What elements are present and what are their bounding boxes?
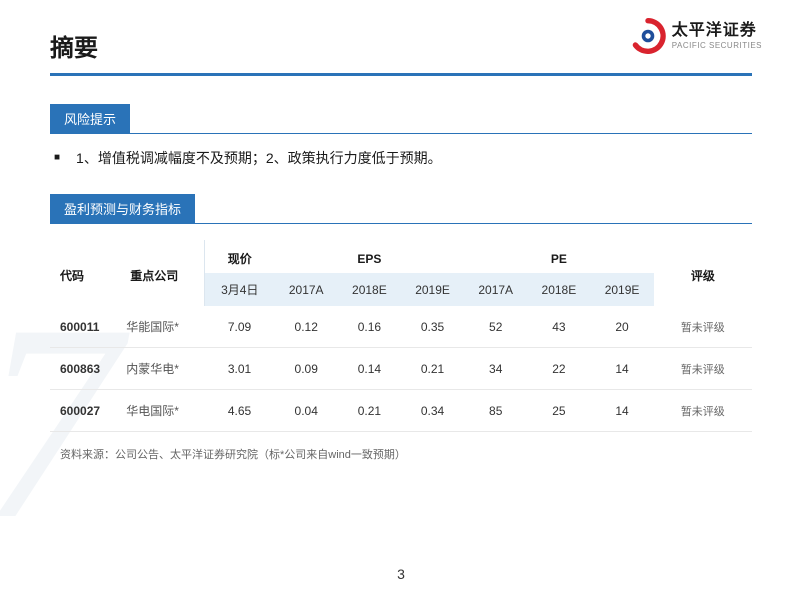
risk-text: 1、增值税调减幅度不及预期；2、政策执行力度低于预期。	[76, 148, 442, 168]
section-tab-risk: 风险提示	[50, 104, 130, 133]
cell-code: 600863	[50, 348, 120, 390]
section-rule-forecast	[50, 223, 752, 224]
cell: 20	[590, 306, 653, 348]
cell: 0.09	[275, 348, 338, 390]
table-body: 600011华能国际*7.090.120.160.35524320暂未评级600…	[50, 306, 752, 432]
cell: 22	[527, 348, 590, 390]
page-number: 3	[0, 566, 802, 582]
th-code: 代码	[50, 240, 120, 306]
cell: 7.09	[204, 306, 274, 348]
cell: 0.12	[275, 306, 338, 348]
cell: 0.14	[338, 348, 401, 390]
cell-code: 600011	[50, 306, 120, 348]
cell: 0.16	[338, 306, 401, 348]
th-price: 现价	[204, 240, 274, 273]
cell-company: 内蒙华电*	[120, 348, 204, 390]
cell: 34	[464, 348, 527, 390]
risk-bullet-row: ■ 1、增值税调减幅度不及预期；2、政策执行力度低于预期。	[50, 148, 752, 168]
cell: 0.21	[401, 348, 464, 390]
table-row: 600011华能国际*7.090.120.160.35524320暂未评级	[50, 306, 752, 348]
cell: 43	[527, 306, 590, 348]
cell: 14	[590, 348, 653, 390]
cell-rating: 暂未评级	[654, 306, 752, 348]
th-sub-pe-2017a: 2017A	[464, 273, 527, 306]
th-sub-pe-2019e: 2019E	[590, 273, 653, 306]
th-sub-eps-2018e: 2018E	[338, 273, 401, 306]
section-rule-risk	[50, 133, 752, 134]
table-row: 600027华电国际*4.650.040.210.34852514暂未评级	[50, 390, 752, 432]
th-sub-date: 3月4日	[204, 273, 274, 306]
cell-code: 600027	[50, 390, 120, 432]
forecast-table-wrap: 代码 重点公司 现价 EPS PE 评级 3月4日 2017A 2018E 20…	[50, 240, 752, 462]
th-sub-pe-2018e: 2018E	[527, 273, 590, 306]
cell: 25	[527, 390, 590, 432]
th-pe: PE	[464, 240, 654, 273]
th-eps: EPS	[275, 240, 465, 273]
section-tab-forecast: 盈利预测与财务指标	[50, 194, 195, 223]
cell: 14	[590, 390, 653, 432]
table-row: 600863内蒙华电*3.010.090.140.21342214暂未评级	[50, 348, 752, 390]
cell: 3.01	[204, 348, 274, 390]
th-sub-eps-2019e: 2019E	[401, 273, 464, 306]
cell: 4.65	[204, 390, 274, 432]
th-rating: 评级	[654, 240, 752, 306]
cell: 85	[464, 390, 527, 432]
cell: 0.21	[338, 390, 401, 432]
cell: 0.35	[401, 306, 464, 348]
cell-rating: 暂未评级	[654, 348, 752, 390]
forecast-table: 代码 重点公司 现价 EPS PE 评级 3月4日 2017A 2018E 20…	[50, 240, 752, 432]
th-sub-eps-2017a: 2017A	[275, 273, 338, 306]
cell-company: 华电国际*	[120, 390, 204, 432]
title-rule	[50, 73, 752, 76]
cell-company: 华能国际*	[120, 306, 204, 348]
cell: 52	[464, 306, 527, 348]
table-source: 资料来源：公司公告、太平洋证券研究院（标*公司来自wind一致预期）	[50, 446, 752, 462]
cell: 0.04	[275, 390, 338, 432]
page-title: 摘要	[50, 28, 752, 63]
th-company: 重点公司	[120, 240, 204, 306]
cell: 0.34	[401, 390, 464, 432]
square-bullet-icon: ■	[54, 152, 60, 163]
cell-rating: 暂未评级	[654, 390, 752, 432]
